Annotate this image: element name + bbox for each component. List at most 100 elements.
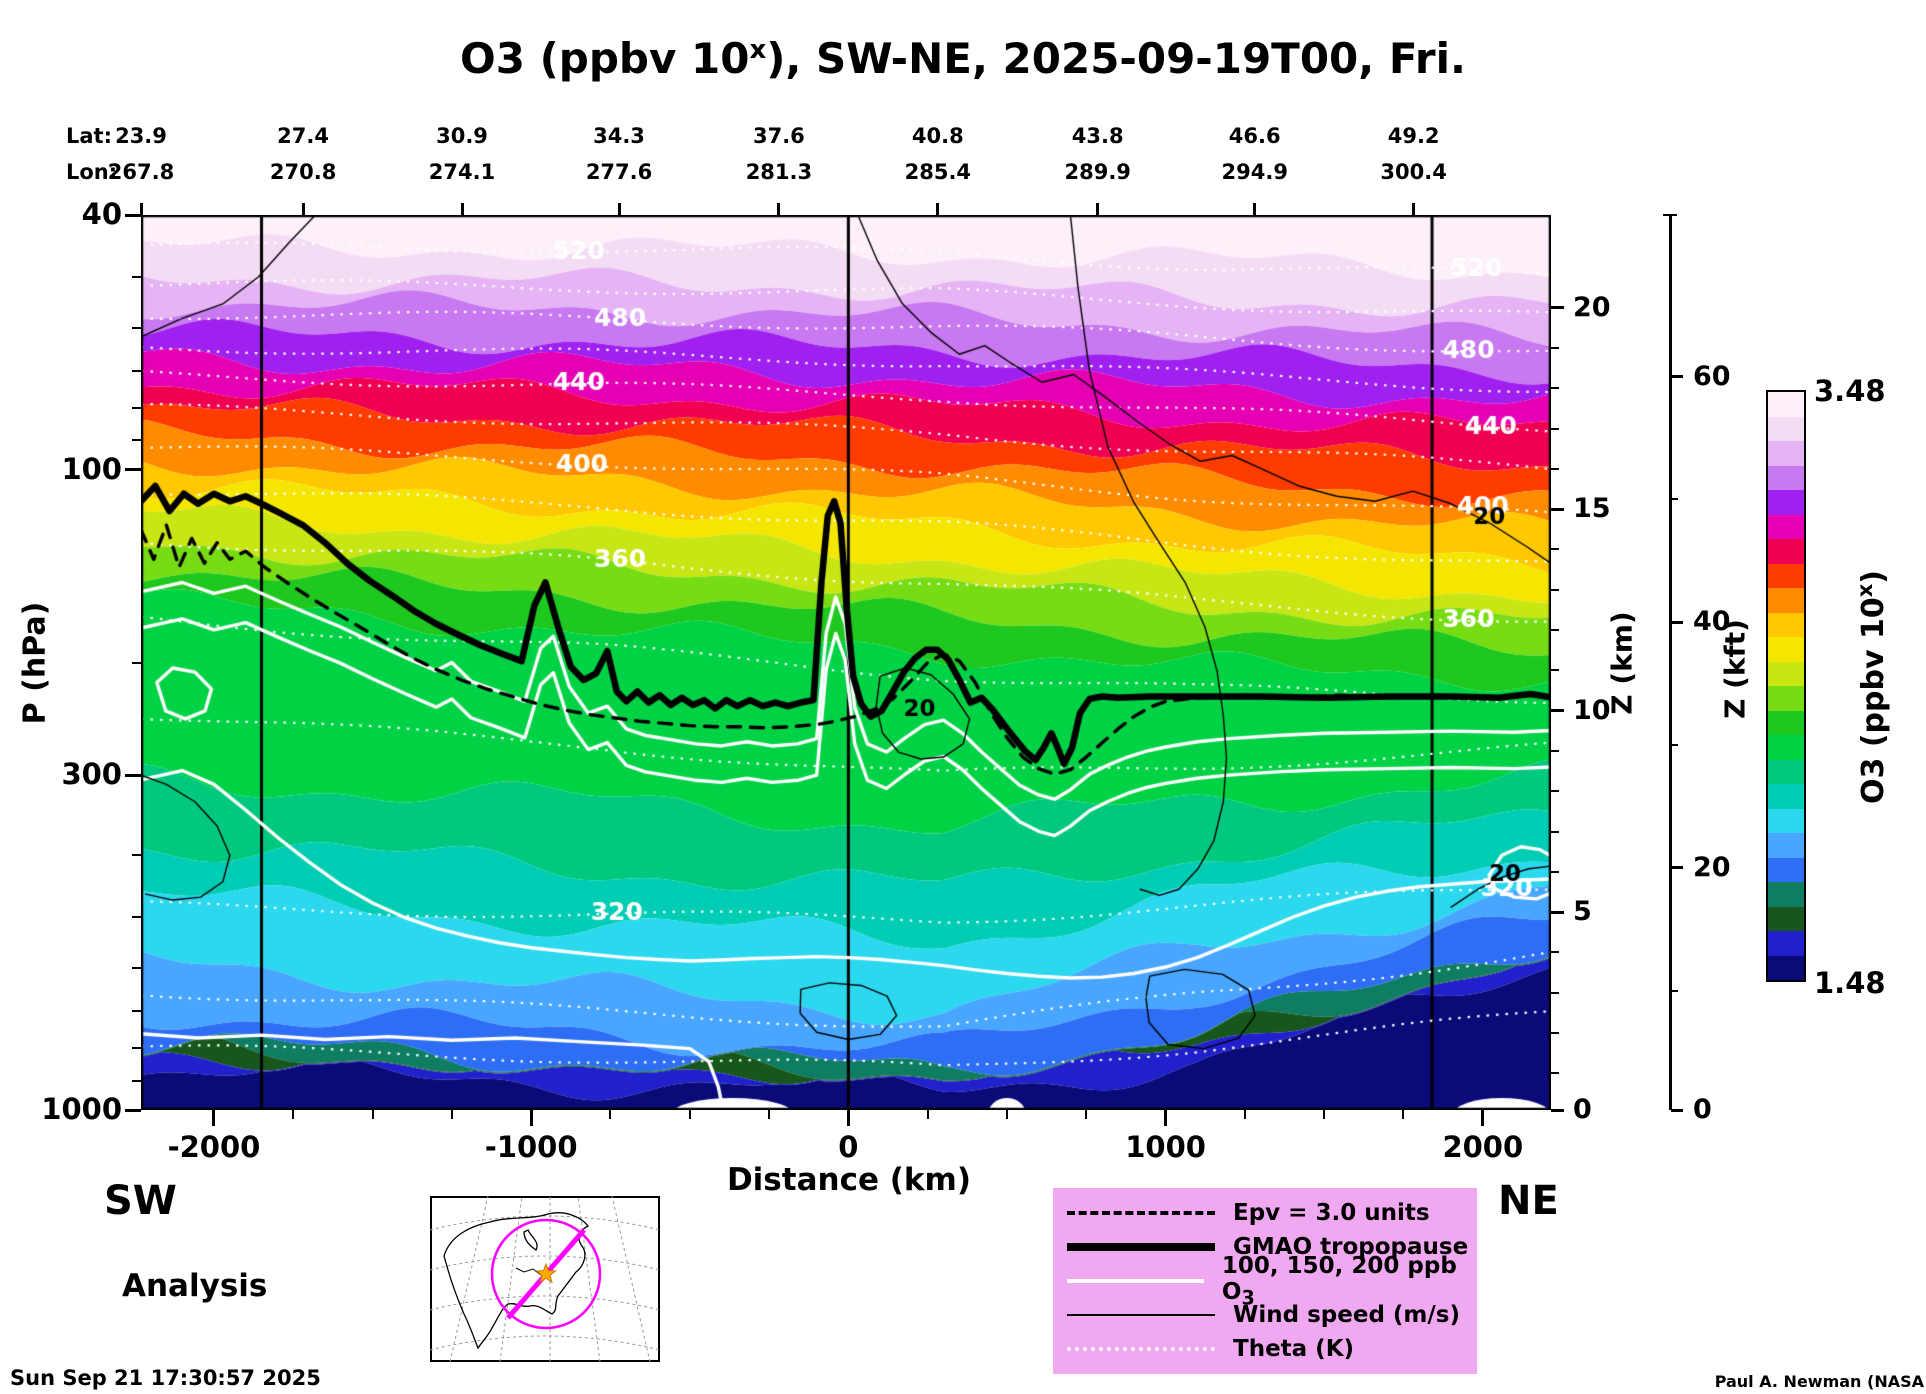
tick-mark (768, 1110, 771, 1119)
tick-mark (846, 1110, 850, 1126)
z-kft-tick-label: 0 (1693, 1094, 1712, 1125)
tick-mark (1551, 346, 1559, 349)
tick-mark (529, 1110, 533, 1126)
colorbar-level (1768, 784, 1804, 809)
legend-item: GMAO tropopause (1053, 1230, 1477, 1264)
timestamp: Sun Sep 21 17:30:57 2025 (10, 1366, 321, 1390)
tick-mark (1551, 1072, 1559, 1075)
distance-tick-label: -2000 (167, 1130, 261, 1164)
distance-tick-label: -1000 (484, 1130, 578, 1164)
tick-mark (1551, 870, 1559, 873)
colorbar-level (1768, 857, 1804, 882)
tick-mark (1671, 1108, 1683, 1112)
credit: Paul A. Newman (NASA (1714, 1372, 1924, 1391)
tick-mark (132, 439, 141, 442)
colorbar-level (1768, 759, 1804, 784)
lat-value: 46.6 (1228, 124, 1281, 148)
colorbar-level (1768, 441, 1804, 466)
legend-item-label: Wind speed (m/s) (1233, 1302, 1461, 1328)
distance-tick-label: 2000 (1442, 1130, 1524, 1164)
tick-mark (1551, 629, 1559, 632)
tick-mark (1551, 709, 1564, 713)
lon-value: 289.9 (1064, 160, 1131, 184)
tick-mark (1551, 427, 1559, 430)
tick-mark (1551, 910, 1564, 914)
tick-mark (132, 854, 141, 857)
colorbar-level (1768, 539, 1804, 564)
tick-mark (132, 1009, 141, 1012)
colorbar-level (1768, 833, 1804, 858)
tick-mark (1243, 1110, 1246, 1119)
tick-mark (609, 1110, 612, 1119)
tick-mark (926, 1110, 929, 1119)
colorbar-title-suffix: ) (1856, 570, 1891, 584)
pressure-tick-label: 100 (61, 451, 122, 486)
legend-line-sample (1067, 1211, 1215, 1215)
x-axis-title: Distance (km) (709, 1162, 989, 1198)
lat-axis-caption: Lat: (66, 124, 112, 148)
title-superscript: x (749, 35, 767, 65)
colorbar-level (1768, 637, 1804, 662)
colorbar-level (1768, 710, 1804, 735)
tick-mark (1551, 467, 1559, 470)
pressure-tick-label: 1000 (41, 1092, 122, 1126)
tick-mark (132, 1079, 141, 1082)
z-kft-tick-label: 60 (1693, 360, 1731, 392)
tick-mark (125, 213, 141, 217)
lat-value: 49.2 (1387, 124, 1440, 148)
z-km-tick-label: 15 (1573, 493, 1611, 525)
colorbar-level (1768, 612, 1804, 637)
legend-box: Epv = 3.0 units GMAO tropopause 100, 150, … (1053, 1188, 1477, 1374)
tick-mark (125, 468, 141, 472)
tick-mark (450, 1110, 453, 1119)
tick-mark (1551, 991, 1559, 994)
tick-mark (1253, 203, 1257, 215)
lat-value: 30.9 (436, 124, 488, 148)
colorbar-level (1768, 686, 1804, 711)
lat-value: 37.6 (752, 124, 805, 148)
tick-mark (212, 1110, 216, 1126)
tick-mark (460, 203, 464, 215)
tick-mark (371, 1110, 374, 1119)
tick-mark (936, 203, 940, 215)
tick-mark (1164, 1110, 1168, 1126)
location-star-icon (535, 1262, 557, 1284)
colorbar (1766, 390, 1806, 982)
lon-value: 277.6 (585, 160, 653, 184)
tick-mark (125, 1108, 141, 1112)
tick-mark (1663, 214, 1677, 216)
lon-value: 281.3 (745, 160, 813, 184)
lat-value: 43.8 (1071, 124, 1124, 148)
tick-mark (1551, 951, 1559, 954)
page-title: O3 (ppbv 10x), SW-NE, 2025-09-19T00, Fri… (0, 34, 1926, 83)
z-km-tick-label: 0 (1573, 1094, 1592, 1125)
tick-mark (688, 1110, 691, 1119)
sw-endpoint-label: SW (104, 1178, 177, 1224)
tick-mark (1551, 548, 1559, 551)
legend-item: Theta (K) (1053, 1332, 1477, 1366)
graticule-lines (430, 1196, 660, 1362)
tick-mark (1671, 375, 1683, 379)
lon-axis-caption: Lon: (66, 160, 118, 184)
tick-mark (1481, 1110, 1485, 1126)
tick-mark (777, 203, 781, 215)
colorbar-level (1768, 563, 1804, 588)
tick-mark (125, 773, 141, 777)
tick-mark (1551, 306, 1564, 310)
tick-mark (1551, 749, 1559, 752)
tick-mark (1671, 498, 1678, 501)
colorbar-level (1768, 465, 1804, 490)
colorbar-level (1768, 808, 1804, 833)
tick-mark (1551, 1108, 1564, 1112)
legend-item: Epv = 3.0 units (1053, 1196, 1477, 1230)
z-kft-axis-line (1669, 215, 1672, 1110)
colorbar-level (1768, 392, 1804, 417)
distance-tick-label: 0 (838, 1130, 859, 1164)
title-prefix: O3 (ppbv 10 (460, 34, 750, 83)
colorbar-title: O3 (ppbv 10x) (1853, 570, 1891, 804)
tick-mark (1671, 744, 1678, 747)
colorbar-level (1768, 735, 1804, 760)
lon-value: 270.8 (269, 160, 337, 184)
tick-mark (1005, 1110, 1008, 1119)
